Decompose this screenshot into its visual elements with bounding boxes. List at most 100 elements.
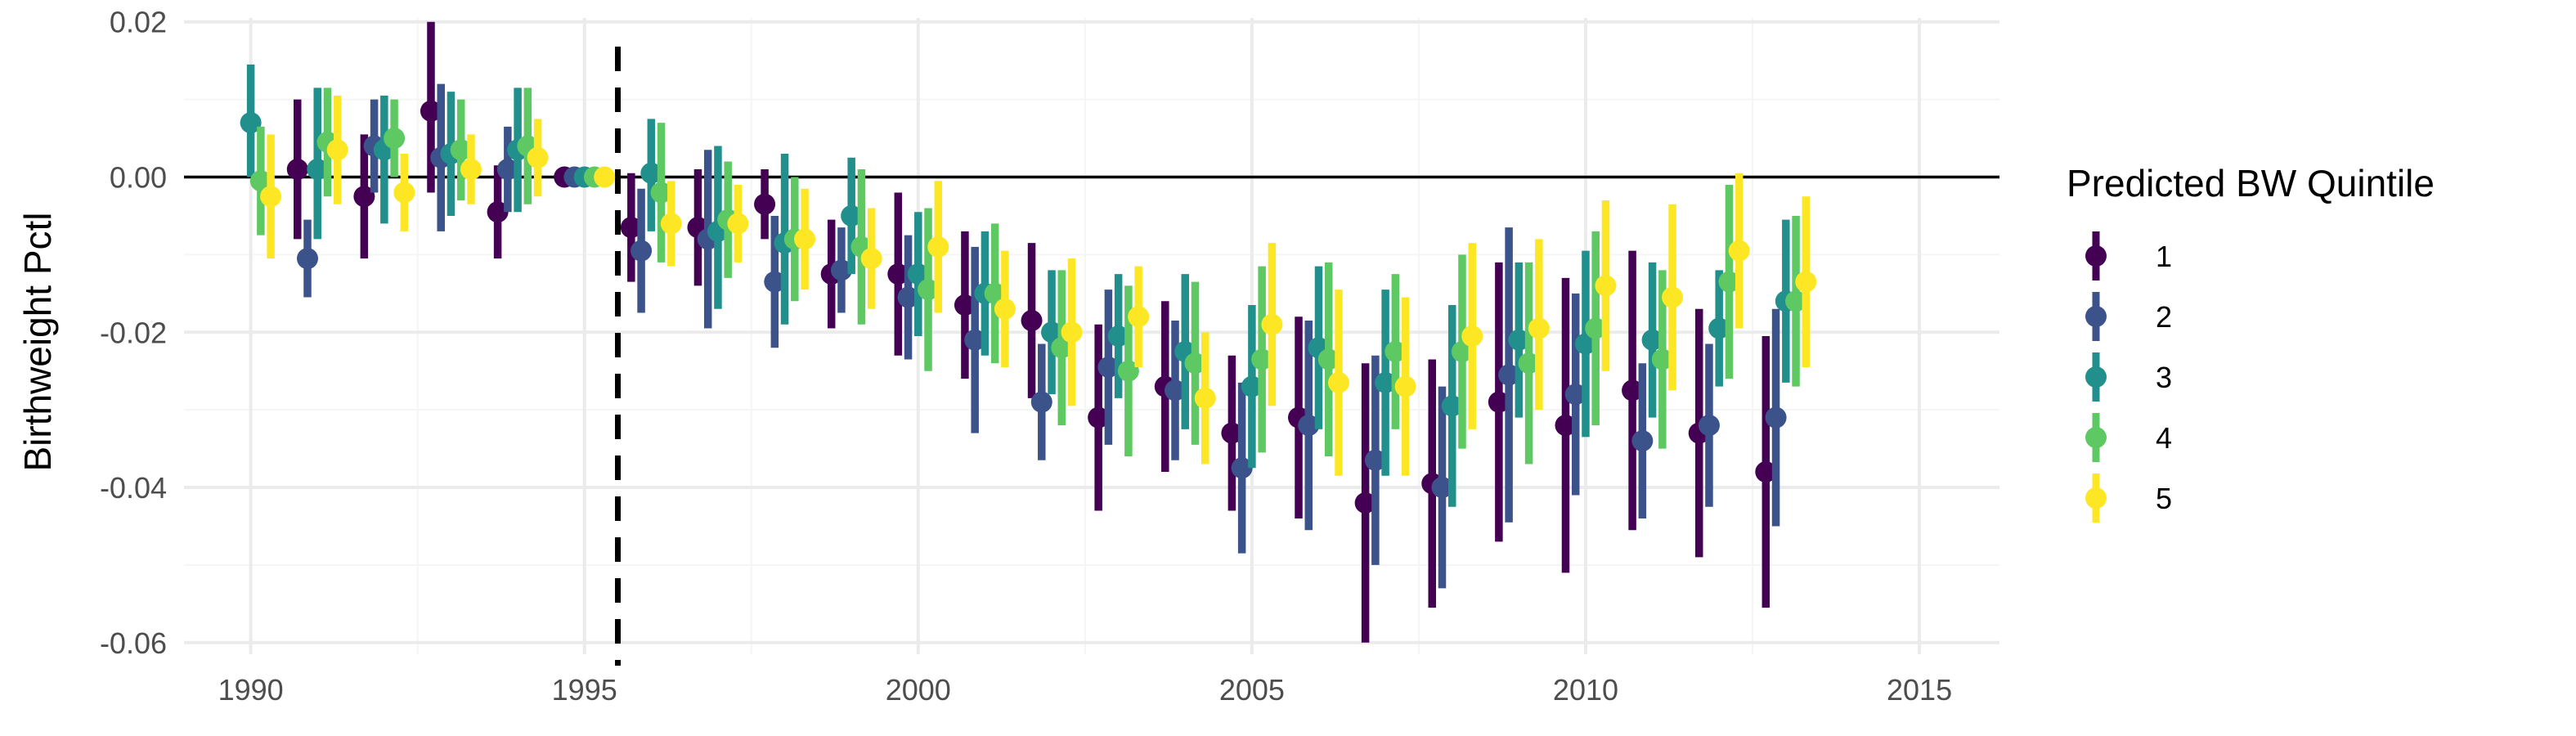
point-estimate-q5-2005 [1261, 313, 1283, 335]
point-estimate-q2-1999 [830, 259, 852, 281]
point-estimate-q5-1998 [794, 228, 816, 250]
point-estimate-q1-2011 [1622, 379, 1644, 402]
point-estimate-q4-1990 [249, 170, 272, 192]
point-estimate-q1-2009 [1488, 391, 1510, 413]
data-marks [240, 21, 1817, 643]
point-estimate-q1-2000 [887, 263, 909, 285]
point-estimate-q5-1997 [727, 213, 749, 235]
point-estimate-q3-1991 [307, 159, 329, 181]
legend: Predicted BW Quintile 1 2 3 4 5 [2067, 162, 2435, 523]
point-estimate-q2-2001 [964, 329, 986, 351]
point-estimate-q4-1992 [384, 128, 406, 150]
y-tick-label: 0.02 [110, 6, 167, 39]
point-estimate-q1-1992 [353, 186, 375, 208]
legend-key-point-4 [2085, 427, 2107, 448]
point-estimate-q5-1996 [660, 213, 682, 235]
legend-label-5: 5 [2156, 482, 2172, 515]
reference-lines [184, 47, 1999, 666]
point-estimate-q1-1991 [286, 159, 308, 181]
point-estimate-q3-2009 [1508, 329, 1530, 351]
point-estimate-q3-2003 [1107, 325, 1129, 347]
point-estimate-q5-1994 [527, 146, 549, 168]
legend-key-point-3 [2085, 366, 2107, 388]
point-estimate-q5-1995 [594, 166, 616, 188]
legend-label-3: 3 [2156, 361, 2172, 394]
point-estimate-q1-2001 [954, 294, 976, 316]
x-tick-label: 2015 [1887, 673, 1952, 707]
y-axis-ticks: 0.02 0.00 -0.02 -0.04 -0.06 [100, 6, 167, 660]
point-estimate-q3-1996 [640, 162, 662, 184]
point-estimate-q4-2001 [984, 282, 1006, 304]
point-estimate-q4-2002 [1051, 337, 1073, 359]
series-5 [260, 95, 1817, 476]
point-estimate-q5-1991 [326, 139, 348, 161]
point-estimate-q2-2003 [1097, 356, 1120, 378]
point-estimate-q4-2000 [918, 279, 940, 301]
point-estimate-q2-1994 [496, 159, 518, 181]
point-estimate-q2-2006 [1298, 415, 1320, 437]
point-estimate-q3-2007 [1375, 371, 1397, 393]
point-estimate-q4-2012 [1718, 271, 1740, 293]
legend-key-point-5 [2085, 487, 2107, 509]
point-estimate-q2-1991 [296, 248, 318, 270]
point-estimate-q4-2003 [1117, 360, 1139, 382]
point-estimate-q1-2002 [1021, 310, 1043, 332]
point-estimate-q4-2013 [1785, 290, 1807, 312]
point-estimate-q2-2005 [1231, 457, 1253, 479]
point-estimate-q2-2012 [1698, 415, 1720, 437]
point-estimate-q5-1999 [860, 248, 882, 270]
point-estimate-q3-2005 [1241, 375, 1263, 397]
point-estimate-q4-2010 [1585, 317, 1607, 339]
point-estimate-q1-1998 [754, 193, 776, 215]
legend-label-4: 4 [2156, 421, 2172, 455]
point-estimate-q4-2006 [1317, 348, 1340, 370]
point-estimate-q2-1998 [764, 271, 786, 293]
point-estimate-q2-2004 [1165, 379, 1187, 402]
point-estimate-q1-2013 [1755, 461, 1777, 483]
point-estimate-q3-1990 [240, 112, 262, 134]
point-estimate-q5-1993 [460, 159, 482, 181]
point-estimate-q4-2011 [1651, 348, 1673, 370]
point-estimate-q2-2013 [1765, 406, 1787, 429]
point-estimate-q5-1990 [260, 186, 282, 208]
point-estimate-q5-2010 [1595, 275, 1617, 297]
y-axis-title: Birthweight Pctl [16, 212, 59, 471]
legend-entries: 1 2 3 4 5 [2085, 231, 2172, 523]
point-estimate-q2-2007 [1364, 449, 1386, 471]
point-estimate-q4-2008 [1451, 340, 1473, 362]
y-tick-label: -0.02 [100, 316, 167, 349]
y-tick-label: -0.04 [100, 471, 167, 505]
legend-label-1: 1 [2156, 240, 2172, 273]
point-estimate-q3-2000 [907, 263, 929, 285]
point-estimate-q4-1996 [650, 182, 672, 204]
point-estimate-q5-2013 [1795, 271, 1817, 293]
legend-title: Predicted BW Quintile [2067, 162, 2435, 204]
x-tick-label: 1995 [552, 673, 617, 707]
x-tick-label: 1990 [218, 673, 284, 707]
point-estimate-q3-2002 [1041, 321, 1063, 343]
point-estimate-q5-2011 [1662, 286, 1684, 308]
legend-label-2: 2 [2156, 300, 2172, 334]
point-estimate-q1-1993 [420, 100, 442, 122]
series-2 [296, 83, 1787, 589]
point-estimate-q4-2007 [1384, 340, 1407, 362]
point-estimate-q4-2004 [1184, 352, 1206, 375]
legend-key-point-1 [2085, 245, 2107, 267]
point-estimate-q1-2005 [1221, 422, 1243, 444]
point-estimate-q4-2009 [1518, 352, 1540, 375]
series-1 [286, 21, 1777, 643]
point-estimate-q3-2012 [1708, 317, 1730, 339]
point-estimate-q5-2002 [1061, 321, 1083, 343]
x-tick-label: 2005 [1219, 673, 1285, 707]
series-4 [249, 88, 1807, 464]
point-estimate-q2-2010 [1564, 384, 1586, 406]
point-estimate-q2-2002 [1030, 391, 1052, 413]
point-estimate-q5-2006 [1327, 371, 1349, 393]
point-estimate-q2-2008 [1431, 477, 1453, 499]
point-estimate-q3-2011 [1641, 329, 1663, 351]
y-tick-label: 0.00 [110, 161, 167, 195]
point-estimate-q1-1994 [487, 201, 509, 223]
x-tick-label: 2010 [1553, 673, 1618, 707]
point-estimate-q2-1996 [631, 240, 653, 262]
